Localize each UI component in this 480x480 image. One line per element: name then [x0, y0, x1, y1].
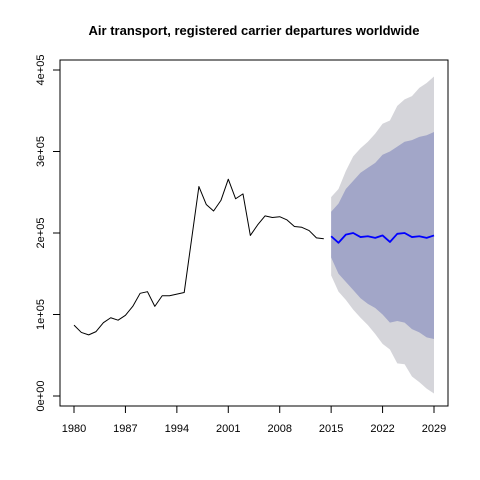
x-tick-label: 2008: [267, 423, 291, 435]
x-tick-label: 1994: [165, 423, 189, 435]
y-axis: 0e+00 1e+05 2e+05 3e+05 4e+05: [35, 55, 61, 412]
x-tick-label: 1987: [113, 423, 137, 435]
x-axis: 1980 1987 1994 2001 2008 2015 2022 2029: [62, 405, 446, 435]
y-tick-label: 0e+00: [35, 381, 47, 412]
x-tick-label: 2029: [422, 423, 446, 435]
x-tick-label: 2022: [370, 423, 394, 435]
history-line: [73, 178, 324, 336]
chart-title: Air transport, registered carrier depart…: [89, 23, 420, 38]
data-lines: [73, 178, 435, 336]
x-tick-label: 2015: [319, 423, 343, 435]
y-tick-label: 3e+05: [35, 136, 47, 167]
forecast-line: [330, 232, 435, 244]
y-tick-label: 4e+05: [35, 55, 47, 86]
y-tick-label: 2e+05: [35, 218, 47, 249]
x-tick-label: 2001: [216, 423, 240, 435]
x-tick-label: 1980: [62, 423, 86, 435]
y-tick-label: 1e+05: [35, 299, 47, 330]
